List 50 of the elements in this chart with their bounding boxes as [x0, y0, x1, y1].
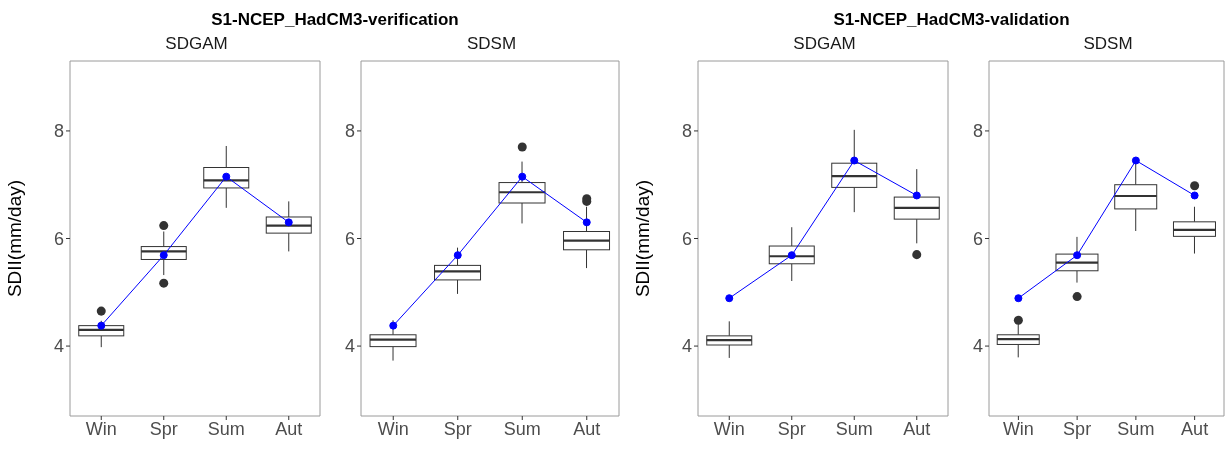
x-tick-label: Spr: [443, 418, 472, 439]
y-tick-label: 8: [681, 121, 692, 142]
x-tick-label: Aut: [1181, 418, 1209, 439]
point: [284, 218, 293, 227]
y-tick-label: 8: [344, 121, 355, 142]
point: [453, 251, 462, 260]
y-tick-label: 4: [681, 336, 692, 357]
point: [518, 172, 527, 181]
y-tick-label: 8: [53, 121, 64, 142]
y-tick-label: 6: [344, 228, 355, 249]
x-tick-label: Sum: [207, 418, 245, 439]
chart-title: S1-NCEP_HadCM3-verification: [210, 9, 460, 31]
x-tick-label: Spr: [149, 418, 178, 439]
point: [1131, 156, 1140, 165]
x-tick-label: Sum: [503, 418, 541, 439]
point: [389, 321, 398, 330]
x-tick-label: Win: [1002, 418, 1034, 439]
y-tick-label: 6: [53, 228, 64, 249]
chart-subtitle: SDGAM: [792, 33, 857, 55]
point: [222, 172, 231, 181]
point: [787, 251, 796, 260]
chart-title: S1-NCEP_HadCM3-validation: [832, 9, 1071, 31]
chart-subtitle: SDSM: [465, 33, 518, 55]
point: [725, 294, 734, 303]
x-tick-label: Win: [713, 418, 745, 439]
chart-subtitle: SDSM: [1082, 33, 1134, 55]
x-tick-label: Aut: [275, 418, 303, 439]
point: [1073, 251, 1082, 260]
point: [850, 156, 859, 165]
x-tick-label: Win: [377, 418, 409, 439]
x-tick-label: Spr: [777, 418, 806, 439]
point: [582, 218, 591, 227]
y-tick-label: 6: [972, 228, 983, 249]
x-tick-label: Spr: [1063, 418, 1092, 439]
x-tick-label: Aut: [903, 418, 931, 439]
point: [1190, 191, 1199, 200]
y-tick-label: 8: [972, 121, 983, 142]
y-tick-label: 4: [53, 336, 64, 357]
point: [1014, 294, 1023, 303]
y-tick-label: 4: [344, 336, 355, 357]
point: [159, 251, 168, 260]
x-tick-label: Sum: [835, 418, 873, 439]
chart-subtitle: SDGAM: [164, 33, 229, 55]
y-tick-label: 4: [972, 336, 983, 357]
y-tick-label: 6: [681, 228, 692, 249]
x-tick-label: Aut: [573, 418, 601, 439]
point: [912, 191, 921, 200]
x-tick-label: Sum: [1117, 418, 1155, 439]
x-tick-label: Win: [85, 418, 117, 439]
point: [97, 321, 106, 330]
